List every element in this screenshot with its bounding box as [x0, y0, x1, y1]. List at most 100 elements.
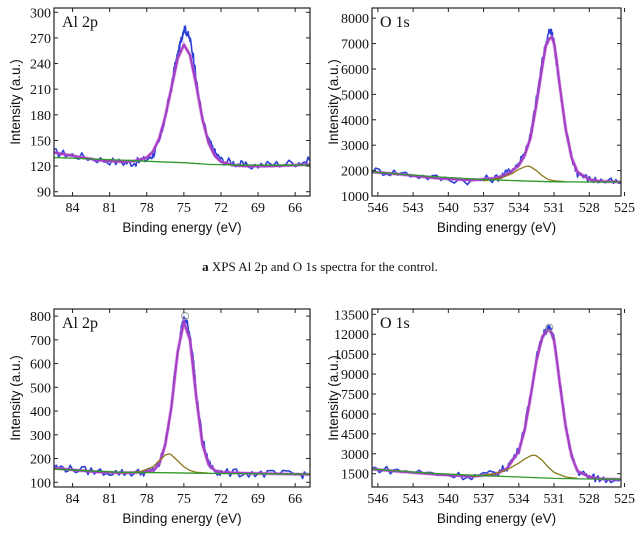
baseline-spectrum-line: [371, 171, 621, 183]
raw-spectrum-line: [53, 315, 311, 480]
plot-frame: [371, 308, 622, 488]
x-tick-label: 537: [473, 492, 494, 507]
y-tick-label: 150: [30, 134, 51, 149]
chart-panel-1: 84 81 78 75 72 69 66 90 120 150 180 210 240 270 300 Al …: [8, 6, 311, 235]
y-tick-label: 500: [30, 381, 51, 396]
plot-frame: [53, 308, 311, 488]
fit-envelope-line: [371, 328, 622, 482]
raw-spectrum-line: [371, 28, 622, 186]
x-tick-label: 540: [438, 492, 459, 507]
x-tick-label: 66: [288, 492, 302, 507]
y-tick-label: 3000: [341, 139, 369, 154]
x-tick-label: 540: [438, 201, 459, 216]
y-tick-label: 400: [30, 405, 51, 420]
x-tick-label: 531: [544, 492, 565, 507]
fit-envelope-line: [53, 40, 311, 168]
y-tick-label: 8000: [341, 12, 369, 27]
y-tick-label: 6000: [341, 63, 369, 78]
y-tick-label: 180: [30, 109, 51, 124]
fit-envelope-line: [53, 315, 311, 477]
panel-title: Al 2p: [62, 315, 98, 332]
x-tick-label: 81: [103, 492, 117, 507]
y-tick-label: 210: [30, 83, 51, 98]
baseline-spectrum-line: [53, 468, 311, 475]
x-axis-title: Binding energy (eV): [437, 220, 556, 235]
y-tick-label: 10500: [334, 348, 369, 363]
open-circle-marker: [181, 312, 190, 321]
y-tick-label: 300: [30, 429, 51, 444]
x-tick-label: 78: [140, 492, 154, 507]
panel-title: O 1s: [380, 315, 410, 332]
baseline-spectrum-line: [53, 156, 310, 166]
chart-panel-4: 546 543 540 537 534 531 528 525 1500 3000 4500 6000…: [326, 308, 635, 526]
y-tick-label: 7500: [341, 388, 369, 403]
y-tick-label: 5000: [341, 88, 369, 103]
peak-spectrum-line: [471, 454, 578, 480]
x-axis-title: Binding energy (eV): [437, 511, 556, 526]
x-tick-label: 66: [288, 201, 302, 216]
y-tick-label: 6000: [341, 408, 369, 423]
x-tick-label: 75: [177, 201, 191, 216]
x-tick-label: 531: [544, 201, 565, 216]
y-tick-label: 300: [30, 6, 51, 21]
y-tick-label: 4500: [341, 428, 369, 443]
x-tick-label: 528: [579, 201, 600, 216]
peak-spectrum-line: [121, 453, 209, 474]
peak-spectrum-line: [483, 165, 566, 183]
raw-spectrum-line: [371, 324, 622, 484]
x-tick-label: 546: [367, 492, 388, 507]
y-tick-label: 2000: [341, 165, 369, 180]
x-tick-label: 84: [66, 492, 80, 507]
x-tick-label: 528: [579, 492, 600, 507]
x-tick-label: 84: [66, 201, 80, 216]
x-tick-label: 525: [614, 492, 635, 507]
fit-spectrum-line: [371, 36, 622, 184]
fit-envelope-line: [371, 34, 622, 184]
y-tick-label: 9000: [341, 368, 369, 383]
y-tick-label: 1500: [341, 468, 369, 483]
x-tick-label: 534: [508, 201, 529, 216]
y-tick-label: 90: [37, 186, 51, 201]
x-tick-label: 537: [473, 201, 494, 216]
x-axis-title: Binding energy (eV): [122, 220, 241, 235]
caption-text: XPS Al 2p and O 1s spectra for the contr…: [211, 259, 438, 274]
y-tick-label: 100: [30, 476, 51, 491]
y-tick-label: 200: [30, 453, 51, 468]
y-tick-label: 120: [30, 160, 51, 175]
x-tick-label: 543: [403, 492, 424, 507]
chart-panel-2: 546 543 540 537 534 531 528 525 1000 2000 3000 4000…: [326, 7, 635, 235]
fit-spectrum-line: [53, 321, 311, 476]
x-axis-title: Binding energy (eV): [122, 511, 241, 526]
y-axis-title: Intensity (a.u.): [326, 59, 341, 145]
y-tick-label: 13500: [334, 308, 369, 323]
y-tick-label: 3000: [341, 448, 369, 463]
x-tick-label: 525: [614, 201, 635, 216]
caption-label: a: [202, 259, 209, 274]
y-tick-label: 270: [30, 32, 51, 47]
x-tick-label: 78: [140, 201, 154, 216]
x-tick-label: 69: [251, 492, 265, 507]
fit-spectrum-line: [371, 329, 622, 481]
x-tick-label: 81: [103, 201, 117, 216]
plot-frame: [371, 7, 622, 197]
panel-title: Al 2p: [62, 14, 98, 31]
fit-spectrum-line: [53, 43, 311, 168]
y-tick-label: 600: [30, 358, 51, 373]
x-tick-label: 534: [508, 492, 529, 507]
plot-frame: [53, 7, 311, 197]
panel-title: O 1s: [380, 14, 410, 31]
y-axis-title: Intensity (a.u.): [326, 355, 341, 441]
y-tick-label: 12000: [334, 328, 369, 343]
open-circle-marker: [545, 323, 554, 332]
y-tick-label: 240: [30, 58, 51, 73]
x-tick-label: 546: [367, 201, 388, 216]
x-tick-label: 543: [403, 201, 424, 216]
y-axis-title: Intensity (a.u.): [8, 59, 23, 145]
y-tick-label: 700: [30, 334, 51, 349]
y-tick-label: 4000: [341, 114, 369, 129]
chart-panel-3: 84 81 78 75 72 69 66 100 200 300 400 500 600 700 800 Al…: [8, 308, 311, 526]
y-axis-title: Intensity (a.u.): [8, 355, 23, 441]
x-tick-label: 72: [214, 492, 228, 507]
baseline-spectrum-line: [371, 468, 622, 480]
